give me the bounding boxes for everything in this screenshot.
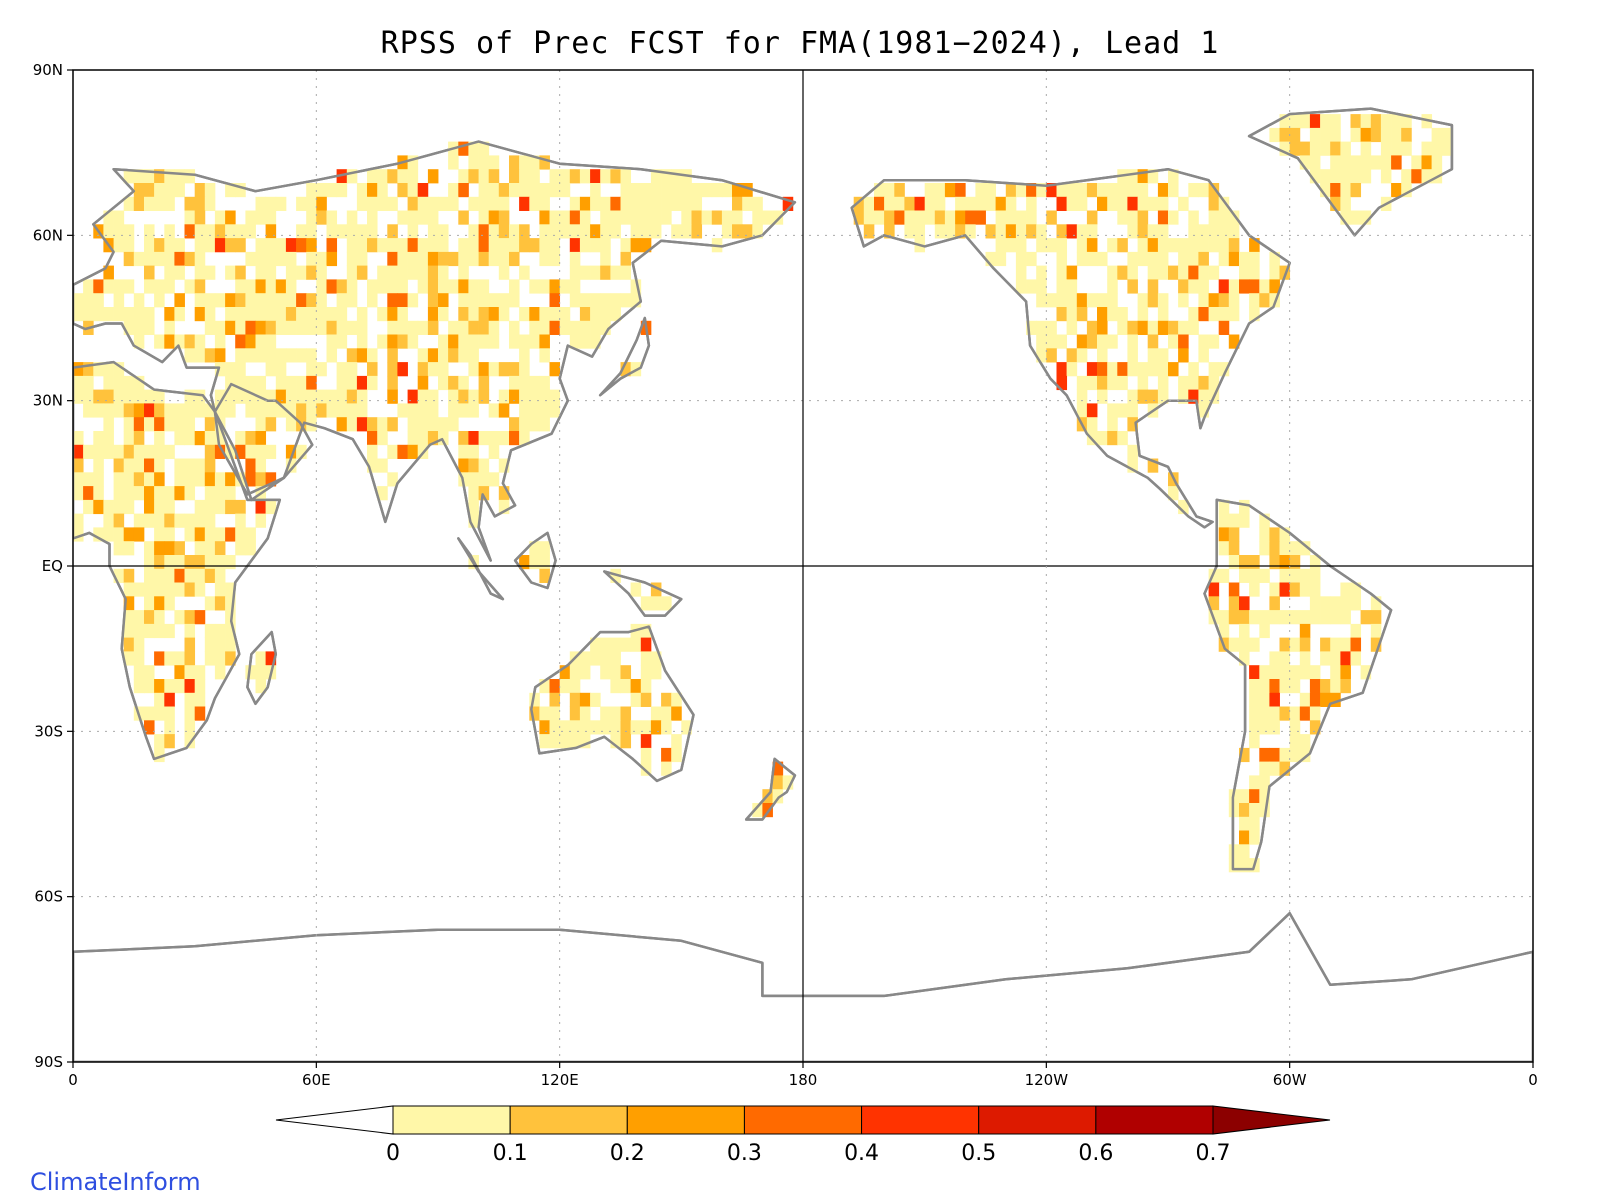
colorbar-label: 0.3 [727,1141,762,1166]
coastline-newzealand [744,757,797,821]
coastline-sumatra [457,537,505,601]
colorbar-box [978,1105,1097,1135]
axis-ticks: 90N 60N 30N EQ 30S 60S 90S 0 60E 120E 180 120W 60W 0 [33,61,1538,1089]
coastline-eurasia [73,140,797,562]
coastline-japan [598,316,651,397]
colorbar-extend-high [1212,1105,1331,1135]
colorbar-label: 0.5 [961,1141,996,1166]
colorbar-extend-low [275,1105,394,1135]
lat-tick-label: 90N [33,61,63,79]
credit-label: ClimateInform [30,1168,201,1196]
colorbar-box [1095,1105,1214,1135]
map-title: RPSS of Prec FCST for FMA(1981−2024), Le… [380,26,1220,61]
graticule [73,70,1533,1062]
lon-tick-label: 60W [1273,1071,1307,1089]
coastline-southamerica [1203,498,1393,871]
coastline-newguinea [603,570,683,617]
colorbar-box [392,1105,511,1135]
rpss-shading-layer [73,107,1533,1062]
lon-tick-label: 0 [68,1071,78,1089]
colorbar-label: 0.6 [1078,1141,1113,1166]
lon-tick-label: 180 [789,1071,818,1089]
colorbar-label: 0.2 [610,1141,645,1166]
lon-tick-label: 120E [541,1071,579,1089]
colorbar-box [509,1105,628,1135]
lat-tick-label: EQ [42,557,63,575]
lon-tick-label: 120W [1025,1071,1069,1089]
colorbar-box [743,1105,863,1135]
rpss-cells [73,107,1533,1062]
lat-tick-label: 30N [33,392,63,410]
coastline-antarctica [73,911,1533,1062]
coastline-borneo [513,531,557,590]
coastline-madagascar [246,630,278,706]
coastline-arabia [213,382,314,496]
lon-tick-label: 0 [1528,1071,1538,1089]
lat-tick-label: 60S [34,888,63,906]
lon-tick-label: 60E [302,1071,331,1089]
lat-tick-label: 60N [33,226,63,244]
colorbar-label: 0.7 [1196,1141,1231,1166]
coastline-africa [73,360,282,761]
colorbar-label: 0.4 [844,1141,879,1166]
coastline-greenland [1247,107,1454,237]
colorbar-box [626,1105,745,1135]
lat-tick-label: 30S [34,722,63,740]
colorbar-box [861,1105,980,1135]
lat-tick-label: 90S [34,1053,63,1071]
colorbar-label: 0.1 [493,1141,528,1166]
colorbar: 0 0.1 0.2 0.3 0.4 0.5 0.6 0.7 [275,1105,1331,1166]
coastline-australia [530,625,695,783]
colorbar-label: 0 [386,1141,400,1166]
